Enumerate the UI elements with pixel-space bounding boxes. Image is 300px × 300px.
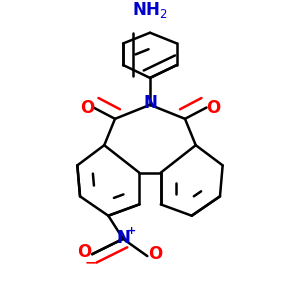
- Text: N: N: [143, 94, 157, 112]
- Text: O: O: [206, 98, 220, 116]
- Text: O: O: [148, 245, 163, 263]
- Text: O: O: [80, 98, 94, 116]
- Text: N: N: [116, 229, 130, 247]
- Text: −: −: [85, 255, 97, 269]
- Text: NH$_2$: NH$_2$: [132, 0, 168, 20]
- Text: +: +: [127, 226, 136, 236]
- Text: O: O: [77, 243, 91, 261]
